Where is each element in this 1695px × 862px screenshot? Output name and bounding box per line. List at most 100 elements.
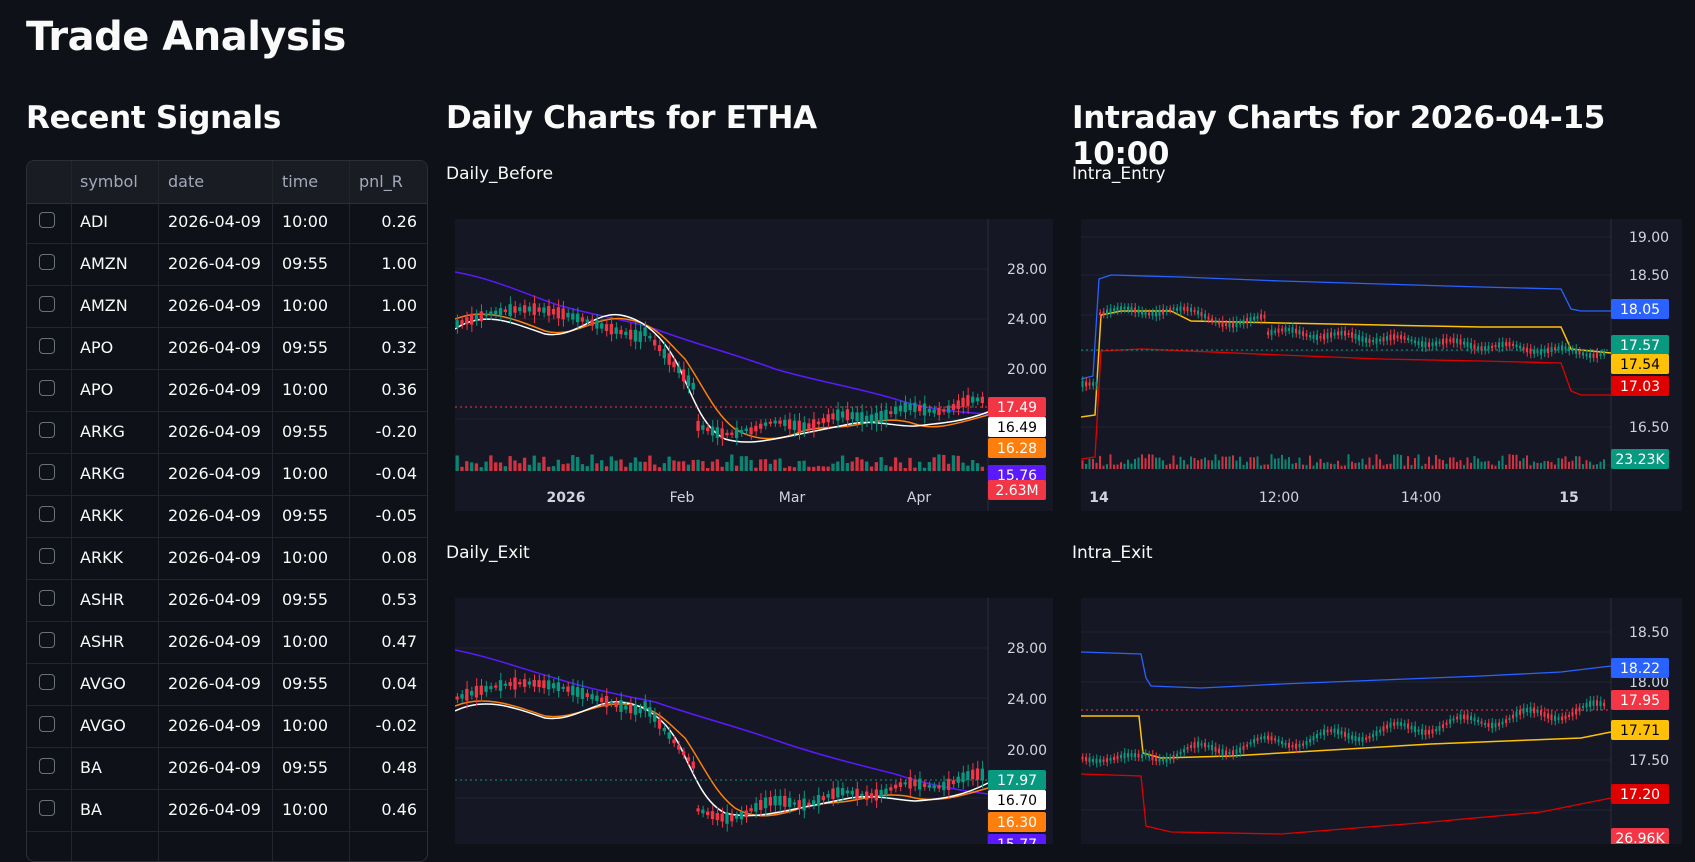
column-header-pnl[interactable]: pnl_R [359, 172, 403, 191]
table-row[interactable]: ASHR 2026-04-09 09:55 0.53 [27, 579, 427, 622]
row-checkbox[interactable] [39, 422, 55, 438]
cell-symbol: ARKG [80, 464, 125, 483]
cell-time: 10:00 [282, 800, 329, 819]
price-tick: 16.50 [1629, 420, 1669, 436]
cell-symbol: AMZN [80, 254, 128, 273]
row-checkbox[interactable] [39, 674, 55, 690]
cell-symbol: ARKK [80, 548, 124, 567]
cell-pnl: 0.32 [381, 338, 417, 357]
daily-charts-heading: Daily Charts for ETHA [446, 100, 817, 136]
price-tag: 17.03 [1620, 379, 1660, 395]
row-checkbox[interactable] [39, 464, 55, 480]
cell-symbol: ARKG [80, 422, 125, 441]
price-tag: 23.23K [1615, 452, 1665, 468]
row-checkbox[interactable] [39, 338, 55, 354]
table-row[interactable]: AVGO 2026-04-09 10:00 -0.02 [27, 705, 427, 748]
table-row[interactable]: ARKK 2026-04-09 10:00 0.08 [27, 537, 427, 580]
column-header-date[interactable]: date [168, 172, 205, 191]
cell-date: 2026-04-09 [168, 632, 261, 651]
row-checkbox[interactable] [39, 800, 55, 816]
cell-date: 2026-04-09 [168, 464, 261, 483]
cell-pnl: -0.04 [375, 464, 417, 483]
time-tick: Apr [907, 490, 931, 506]
chart-caption-intra-entry: Intra_Entry [1072, 164, 1166, 184]
price-tick: 18.50 [1629, 268, 1669, 284]
chart-caption-daily-before: Daily_Before [446, 164, 554, 184]
cell-pnl: -0.05 [375, 506, 417, 525]
table-row[interactable]: ARKG 2026-04-09 09:55 -0.20 [27, 411, 427, 454]
price-tag: 15.77 [997, 837, 1037, 844]
daily-exit-plot: 28.00 24.00 20.00 17.97 16.70 16.30 15.77 [455, 598, 1047, 844]
row-checkbox[interactable] [39, 254, 55, 270]
cell-pnl: 0.08 [381, 548, 417, 567]
price-tag: 2.63M [995, 483, 1038, 499]
price-tag: 18.05 [1620, 302, 1660, 318]
table-row[interactable]: APO 2026-04-09 09:55 0.32 [27, 327, 427, 370]
cell-time: 09:55 [282, 590, 329, 609]
table-row[interactable]: AMZN 2026-04-09 09:55 1.00 [27, 243, 427, 286]
cell-time: 10:00 [282, 548, 329, 567]
signals-table[interactable]: symbol date time pnl_R ADI 2026-04-09 09:5… [26, 160, 428, 862]
cell-time: 09:55 [282, 338, 329, 357]
page-title: Trade Analysis [26, 14, 346, 60]
cell-symbol: ARKK [80, 506, 124, 525]
table-row[interactable]: APO 2026-04-09 10:00 0.36 [27, 369, 427, 412]
intraday-charts-heading: Intraday Charts for 2026-04-15 10:00 [1072, 100, 1606, 172]
cell-pnl: -0.02 [375, 716, 417, 735]
table-row[interactable]: BA 2026-04-09 10:00 0.46 [27, 789, 427, 832]
row-checkbox[interactable] [39, 506, 55, 522]
table-row[interactable]: AVGO 2026-04-09 09:55 0.04 [27, 663, 427, 706]
time-tick: Mar [779, 490, 806, 506]
cell-date: 2026-04-09 [168, 590, 261, 609]
price-tag: 16.30 [997, 815, 1037, 831]
table-row[interactable]: ADI 2026-04-09 10:00 0.26 [27, 201, 427, 244]
time-tick: 14:00 [1401, 490, 1441, 506]
cell-time: 10:00 [282, 464, 329, 483]
cell-symbol: APO [80, 380, 114, 399]
row-checkbox[interactable] [39, 758, 55, 774]
cell-pnl: 0.26 [381, 212, 417, 231]
daily-exit-chart[interactable]: 28.00 24.00 20.00 17.97 16.70 16.30 15.77 [455, 598, 1053, 844]
row-checkbox[interactable] [39, 296, 55, 312]
table-row[interactable]: ARKG 2026-04-09 10:00 -0.04 [27, 453, 427, 496]
column-header-time[interactable]: time [282, 172, 319, 191]
price-tag: 26.96K [1615, 831, 1665, 844]
price-tick: 20.00 [1007, 743, 1047, 759]
column-header-symbol[interactable]: symbol [80, 172, 138, 191]
cell-pnl: -0.20 [375, 422, 417, 441]
price-tag: 16.49 [997, 420, 1037, 436]
row-checkbox[interactable] [39, 548, 55, 564]
table-row[interactable]: BA 2026-04-09 09:55 0.48 [27, 747, 427, 790]
price-tag: 17.54 [1620, 357, 1660, 373]
intra-exit-chart[interactable]: 18.50 18.00 17.50 18.22 17.95 17.71 17.20 26.9… [1081, 598, 1682, 844]
cell-time: 10:00 [282, 632, 329, 651]
cell-pnl: 1.00 [381, 254, 417, 273]
row-checkbox[interactable] [39, 632, 55, 648]
table-row[interactable]: ARKK 2026-04-09 09:55 -0.05 [27, 495, 427, 538]
daily-before-chart[interactable]: 28.00 24.00 20.00 2026 Feb Mar Apr 17.49 16.49… [455, 219, 1053, 511]
cell-symbol: BA [80, 800, 102, 819]
table-row[interactable]: AMZN 2026-04-09 10:00 1.00 [27, 285, 427, 328]
cell-symbol: AVGO [80, 674, 126, 693]
cell-symbol: AMZN [80, 296, 128, 315]
price-tag: 17.20 [1620, 787, 1660, 803]
cell-pnl: 0.36 [381, 380, 417, 399]
cell-date: 2026-04-09 [168, 254, 261, 273]
price-tag: 17.57 [1620, 338, 1660, 354]
cell-time: 09:55 [282, 674, 329, 693]
cell-time: 10:00 [282, 380, 329, 399]
cell-symbol: BA [80, 758, 102, 777]
intra-entry-chart[interactable]: 19.00 18.50 16.50 14 12:00 14:00 15 18.05 17.5… [1081, 219, 1682, 511]
price-tick: 28.00 [1007, 262, 1047, 278]
price-tag: 16.70 [997, 793, 1037, 809]
cell-date: 2026-04-09 [168, 800, 261, 819]
table-row[interactable]: ASHR 2026-04-09 10:00 0.47 [27, 621, 427, 664]
row-checkbox[interactable] [39, 212, 55, 228]
row-checkbox[interactable] [39, 590, 55, 606]
row-checkbox[interactable] [39, 716, 55, 732]
cell-pnl: 0.47 [381, 632, 417, 651]
row-checkbox[interactable] [39, 380, 55, 396]
price-tick: 18.00 [1629, 675, 1669, 691]
intra-entry-plot: 19.00 18.50 16.50 14 12:00 14:00 15 18.05 17.5… [1081, 219, 1669, 511]
cell-time: 09:55 [282, 254, 329, 273]
